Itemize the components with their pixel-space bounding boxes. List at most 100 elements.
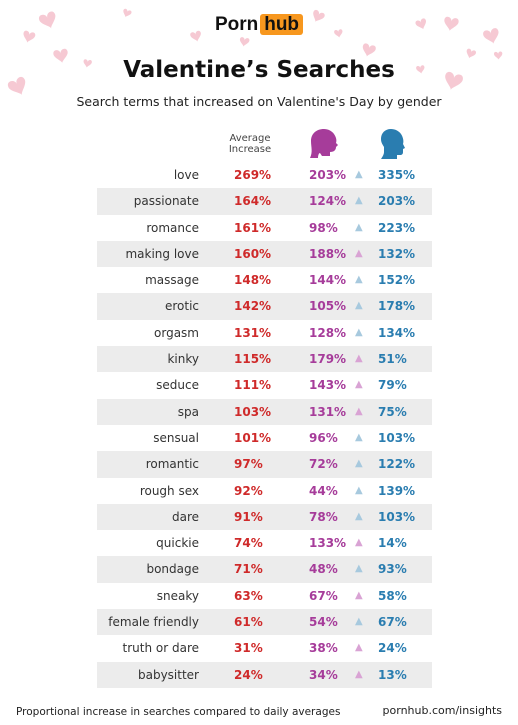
table-row: passionate 164% 124% ▲ 203% [97, 188, 432, 215]
triangle-up-icon: ▲ [355, 169, 363, 180]
row-average-increase: 269% [234, 168, 272, 182]
row-female-increase: 54% [309, 615, 338, 630]
row-male-increase: 335% [378, 168, 416, 182]
table-row: romantic 97% 72% ▲ 122% [97, 451, 432, 478]
row-female-increase: 131% [309, 404, 347, 419]
row-female-increase: 124% [309, 194, 347, 209]
row-term: rough sex [139, 483, 199, 498]
row-female-increase: 188% [309, 246, 347, 261]
row-term: seduce [156, 378, 199, 393]
row-female-increase: 78% [309, 509, 338, 524]
row-average-increase: 74% [234, 536, 263, 551]
row-female-increase: 96% [309, 430, 338, 445]
row-male-increase: 67% [378, 615, 407, 630]
row-female-increase: 67% [309, 588, 338, 603]
triangle-up-icon: ▲ [355, 589, 363, 601]
row-female-increase: 143% [309, 378, 347, 393]
row-term: making love [125, 246, 199, 261]
row-female-increase: 128% [309, 325, 347, 340]
row-term: quickie [156, 536, 199, 551]
table-row: making love 160% 188% ▲ 132% [97, 240, 432, 268]
row-male-increase: 14% [378, 536, 407, 551]
row-term: passionate [133, 194, 199, 209]
table-row: romance 161% 98% ▲ 223% [97, 215, 432, 241]
row-term: dare [171, 509, 199, 524]
triangle-up-icon: ▲ [355, 221, 363, 233]
row-female-increase: 34% [309, 667, 338, 682]
row-female-increase: 48% [309, 562, 338, 577]
average-increase-header: Average Increase [220, 133, 280, 155]
table-row: seduce 111% 143% ▲ 79% [97, 372, 432, 398]
row-average-increase: 91% [234, 509, 263, 524]
average-header-line2: Increase [228, 144, 272, 155]
row-male-increase: 134% [378, 325, 416, 340]
table-row: truth or dare 31% 38% ▲ 24% [97, 635, 432, 661]
search-terms-table: love 269% 203% ▲ 335% passionate 164% 124% ▲ 203%… [97, 162, 432, 688]
triangle-up-icon: ▲ [355, 431, 363, 443]
table-row: female friendly 61% 54% ▲ 67% [97, 609, 432, 636]
row-male-increase: 178% [378, 299, 416, 314]
table-row: sensual 101% 96% ▲ 103% [97, 425, 432, 451]
row-term: bondage [146, 562, 199, 577]
row-average-increase: 111% [234, 378, 272, 393]
row-term: orgasm [154, 325, 199, 340]
row-average-increase: 97% [234, 457, 263, 472]
row-male-increase: 132% [378, 246, 416, 261]
row-average-increase: 103% [234, 404, 272, 419]
footer-note: Proportional increase in searches compar… [16, 706, 341, 718]
row-female-increase: 72% [309, 457, 338, 472]
row-male-increase: 223% [378, 220, 416, 235]
footer-url[interactable]: pornhub.com/insights [382, 704, 502, 717]
row-male-increase: 103% [378, 430, 416, 445]
triangle-up-icon: ▲ [355, 274, 363, 286]
brand-logo: Porn hub [0, 14, 518, 36]
table-row: kinky 115% 179% ▲ 51% [97, 346, 432, 373]
table-row: rough sex 92% 44% ▲ 139% [97, 478, 432, 504]
row-female-increase: 203% [309, 168, 347, 182]
page-subtitle: Search terms that increased on Valentine… [76, 94, 442, 109]
row-average-increase: 160% [234, 246, 272, 261]
row-term: sneaky [156, 588, 199, 603]
triangle-up-icon: ▲ [355, 379, 363, 391]
table-row: massage 148% 144% ▲ 152% [97, 267, 432, 293]
row-male-increase: 58% [378, 588, 407, 603]
row-average-increase: 115% [234, 352, 272, 367]
row-term: spa [177, 404, 199, 419]
triangle-up-icon: ▲ [355, 484, 363, 496]
triangle-up-icon: ▲ [355, 353, 363, 365]
triangle-up-icon: ▲ [355, 668, 363, 680]
row-term: sensual [153, 430, 199, 445]
row-average-increase: 92% [234, 483, 263, 498]
row-term: romantic [145, 457, 199, 472]
male-head-icon [381, 129, 405, 159]
row-term: female friendly [108, 615, 199, 630]
logo-text-hub: hub [260, 14, 304, 35]
row-female-increase: 44% [309, 483, 338, 498]
triangle-up-icon: ▲ [355, 642, 363, 654]
row-average-increase: 63% [234, 588, 263, 603]
row-male-increase: 75% [378, 404, 407, 419]
triangle-up-icon: ▲ [355, 537, 363, 549]
page-title: Valentine’s Searches [123, 57, 395, 83]
row-average-increase: 71% [234, 562, 263, 577]
row-term: truth or dare [122, 641, 199, 656]
triangle-up-icon: ▲ [355, 247, 363, 259]
table-row: sneaky 63% 67% ▲ 58% [97, 583, 432, 609]
row-male-increase: 79% [378, 378, 407, 393]
row-male-increase: 51% [378, 352, 407, 367]
row-male-increase: 24% [378, 641, 407, 656]
row-term: erotic [164, 299, 199, 314]
row-average-increase: 161% [234, 220, 272, 235]
table-row: dare 91% 78% ▲ 103% [97, 503, 432, 531]
logo-text-porn: Porn [214, 14, 259, 35]
row-term: kinky [167, 352, 199, 367]
row-term: romance [146, 220, 199, 235]
row-average-increase: 101% [234, 430, 272, 445]
row-female-increase: 98% [309, 220, 338, 235]
row-average-increase: 164% [234, 194, 272, 209]
row-male-increase: 203% [378, 194, 416, 209]
triangle-up-icon: ▲ [355, 326, 363, 338]
triangle-up-icon: ▲ [355, 458, 363, 470]
table-row: bondage 71% 48% ▲ 93% [97, 556, 432, 583]
row-male-increase: 139% [378, 483, 416, 498]
